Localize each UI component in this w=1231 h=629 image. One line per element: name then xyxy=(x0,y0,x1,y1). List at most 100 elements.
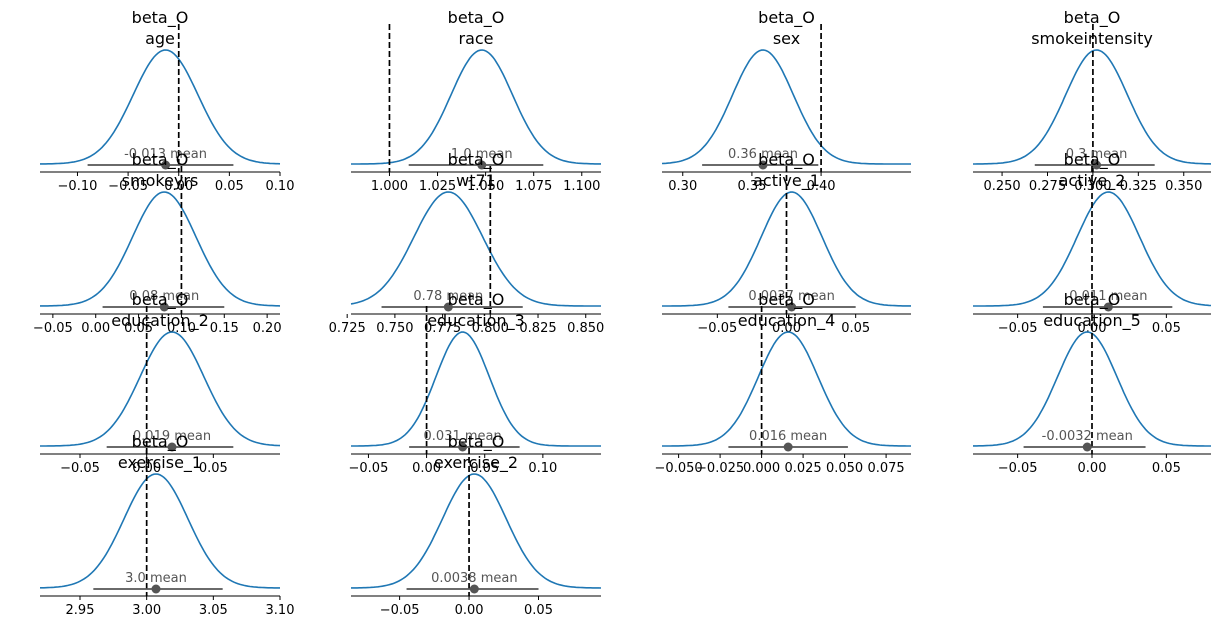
posterior-panel: −0.05 0.00 0.05 0.100.031 meanbeta_Oeducati… xyxy=(349,290,601,476)
panel-subtitle: sex xyxy=(773,29,800,48)
x-tick-label: −0.05 xyxy=(380,603,420,618)
mean-point xyxy=(1103,302,1113,312)
mean-point xyxy=(1092,160,1102,170)
x-tick-label: 0.35 xyxy=(737,179,766,194)
x-tick-label: 0.05 xyxy=(841,321,870,336)
x-tick-label: −0.05 xyxy=(998,461,1038,476)
x-tick-label: −0.05 xyxy=(697,321,737,336)
panel-title: beta_O xyxy=(132,432,189,452)
panel-title: beta_O xyxy=(448,150,505,170)
panel-title: beta_O xyxy=(132,150,189,170)
x-tick-label: 0.825 xyxy=(519,321,556,336)
panel-subtitle: wt71 xyxy=(456,171,496,190)
panel-title: beta_O xyxy=(448,290,505,310)
panel-title: beta_O xyxy=(1064,290,1121,310)
x-tick-label: 1.050 xyxy=(467,179,504,194)
x-tick-label: 3.05 xyxy=(199,603,228,618)
mean-point xyxy=(1082,442,1092,452)
x-tick-label: 0.05 xyxy=(199,461,228,476)
panel-subtitle: education_2 xyxy=(111,311,209,331)
panel-title: beta_O xyxy=(1064,150,1121,170)
x-tick-label: 1.025 xyxy=(419,179,456,194)
panel-subtitle: active_2 xyxy=(1059,171,1126,191)
mean-label: 0.3 mean xyxy=(1066,147,1128,162)
x-tick-label: 0.725 xyxy=(329,321,366,336)
mean-label: 0.0037 mean xyxy=(748,289,835,304)
x-tick-label: −0.10 xyxy=(58,179,98,194)
x-tick-label: 0.05 xyxy=(1152,321,1181,336)
x-tick-label: 0.05 xyxy=(470,461,499,476)
panel-subtitle: education_4 xyxy=(738,311,836,331)
x-tick-label: 0.00 xyxy=(1078,461,1107,476)
density-line xyxy=(662,331,911,447)
mean-label: 0.031 mean xyxy=(424,429,502,444)
mean-label: 0.36 mean xyxy=(728,147,798,162)
mean-label: -0.013 mean xyxy=(124,147,207,162)
density-line xyxy=(351,49,601,165)
x-tick-label: 2.95 xyxy=(66,603,95,618)
x-tick-label: 0.325 xyxy=(1120,179,1157,194)
panel-title: beta_O xyxy=(758,150,815,170)
mean-point xyxy=(167,442,177,452)
x-tick-label: 1.075 xyxy=(515,179,552,194)
x-tick-label: 0.00 xyxy=(412,461,441,476)
x-tick-label: −0.05 xyxy=(33,321,73,336)
panel-subtitle: age xyxy=(145,29,175,48)
x-tick-label: 0.15 xyxy=(210,321,239,336)
mean-label: 0.011 mean xyxy=(1069,289,1147,304)
x-tick-label: 3.00 xyxy=(132,603,161,618)
mean-point xyxy=(151,584,161,594)
panel-title: beta_O xyxy=(448,432,505,452)
x-tick-label: 0.025 xyxy=(784,461,821,476)
density-line xyxy=(40,331,281,447)
density-line xyxy=(350,191,601,307)
x-tick-label: 1.100 xyxy=(563,179,600,194)
x-tick-label: 0.05 xyxy=(1152,461,1181,476)
density-line xyxy=(40,49,281,165)
panel-subtitle: exercise_1 xyxy=(118,453,202,473)
x-tick-label: 0.750 xyxy=(376,321,413,336)
x-tick-label: 0.275 xyxy=(1029,179,1066,194)
x-tick-label: 0.20 xyxy=(253,321,282,336)
panel-title: beta_O xyxy=(1064,8,1121,28)
x-tick-label: −0.050 xyxy=(655,461,703,476)
x-tick-label: 3.10 xyxy=(266,603,295,618)
density-line xyxy=(973,49,1212,165)
density-line xyxy=(351,473,602,589)
mean-point xyxy=(443,302,453,312)
x-tick-label: 0.050 xyxy=(826,461,863,476)
x-tick-label: 0.00 xyxy=(81,321,110,336)
panel-title: beta_O xyxy=(758,290,815,310)
mean-label: 0.08 mean xyxy=(129,289,199,304)
x-tick-label: 0.10 xyxy=(266,179,295,194)
panel-subtitle: smokeyrs xyxy=(122,171,199,190)
x-tick-label: 1.000 xyxy=(371,179,408,194)
mean-point xyxy=(783,442,793,452)
density-line xyxy=(40,191,281,307)
x-tick-label: 0.05 xyxy=(215,179,244,194)
x-tick-label: −0.05 xyxy=(60,461,100,476)
mean-point xyxy=(161,160,171,170)
density-line xyxy=(40,473,280,589)
panel-subtitle: education_3 xyxy=(427,311,525,331)
x-tick-label: −0.05 xyxy=(998,321,1038,336)
posterior-panel: −0.10 −0.05 0.00 0.05 0.10-0.013 meanbeta_Oa… xyxy=(40,8,294,194)
x-tick-label: 0.250 xyxy=(983,179,1020,194)
panel-title: beta_O xyxy=(758,8,815,28)
mean-label: 1.0 mean xyxy=(451,147,513,162)
density-line xyxy=(661,49,911,165)
mean-point xyxy=(758,160,768,170)
x-tick-label: 0.00 xyxy=(455,603,484,618)
x-tick-label: −0.05 xyxy=(108,179,148,194)
mean-label: 0.78 mean xyxy=(413,289,483,304)
panel-subtitle: exercise_2 xyxy=(434,453,518,473)
posterior-panel: −0.05 0.00 0.05 0.10 0.15 0.200.08 meanbeta_O… xyxy=(33,150,282,336)
mean-label: -0.0032 mean xyxy=(1042,429,1133,444)
